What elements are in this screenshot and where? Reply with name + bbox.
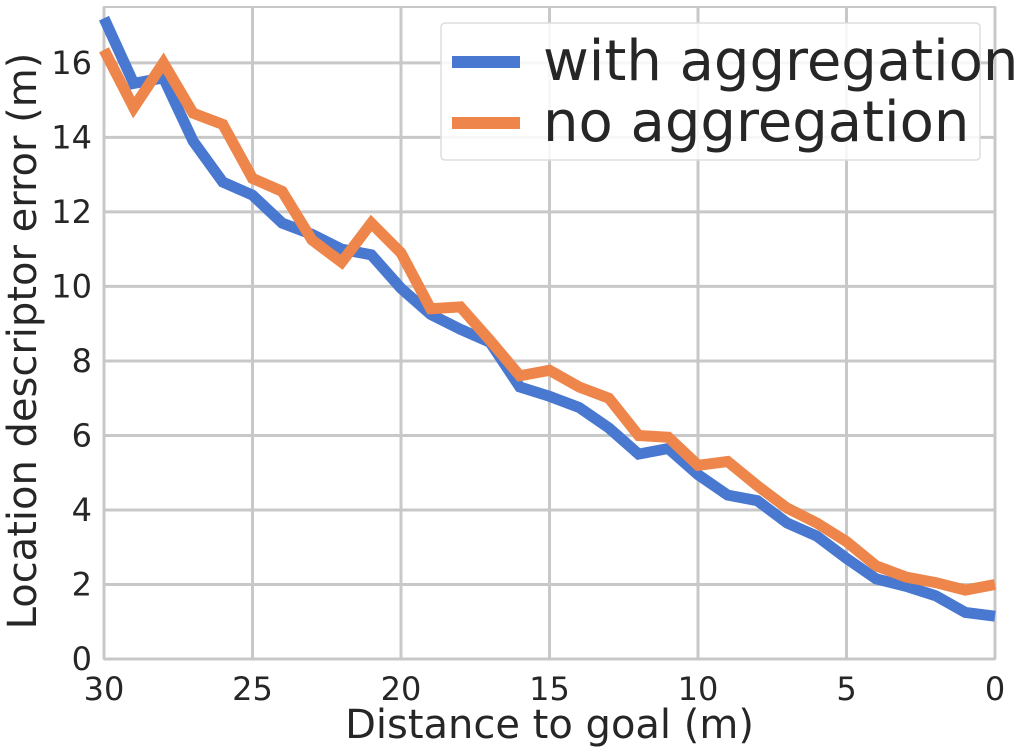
x-tick-label: 30	[84, 670, 125, 708]
tick-labels: 30 25 20 15 10 5 0 0 2 4 6 8 10 12 14 16	[51, 44, 1005, 708]
y-tick-label: 12	[51, 193, 92, 231]
x-tick-label: 0	[985, 670, 1005, 708]
series-group	[98, 15, 997, 622]
y-axis-label: Location descriptor error (m)	[0, 53, 46, 630]
x-tick-label: 10	[678, 670, 719, 708]
legend-label: no aggregation	[543, 90, 969, 155]
y-tick-label: 14	[51, 118, 92, 156]
y-tick-label: 2	[72, 565, 92, 603]
plot-area	[103, 6, 996, 660]
y-tick-label: 8	[72, 342, 92, 380]
x-tick-label: 25	[232, 670, 273, 708]
series-line-no-aggregation	[99, 47, 997, 596]
x-tick-label: 5	[836, 670, 856, 708]
y-tick-label: 4	[72, 491, 92, 529]
legend-box	[440, 22, 981, 161]
y-tick-label: 0	[72, 640, 92, 678]
legend-label: with aggregation	[543, 29, 1014, 94]
series-line-with-aggregation	[98, 15, 996, 622]
y-tick-label: 16	[51, 44, 92, 82]
y-tick-label: 6	[72, 416, 92, 454]
x-axis-label: Distance to goal (m)	[345, 702, 754, 748]
x-tick-label: 15	[529, 670, 570, 708]
x-tick-label: 20	[381, 670, 422, 708]
y-tick-label: 10	[51, 267, 92, 305]
